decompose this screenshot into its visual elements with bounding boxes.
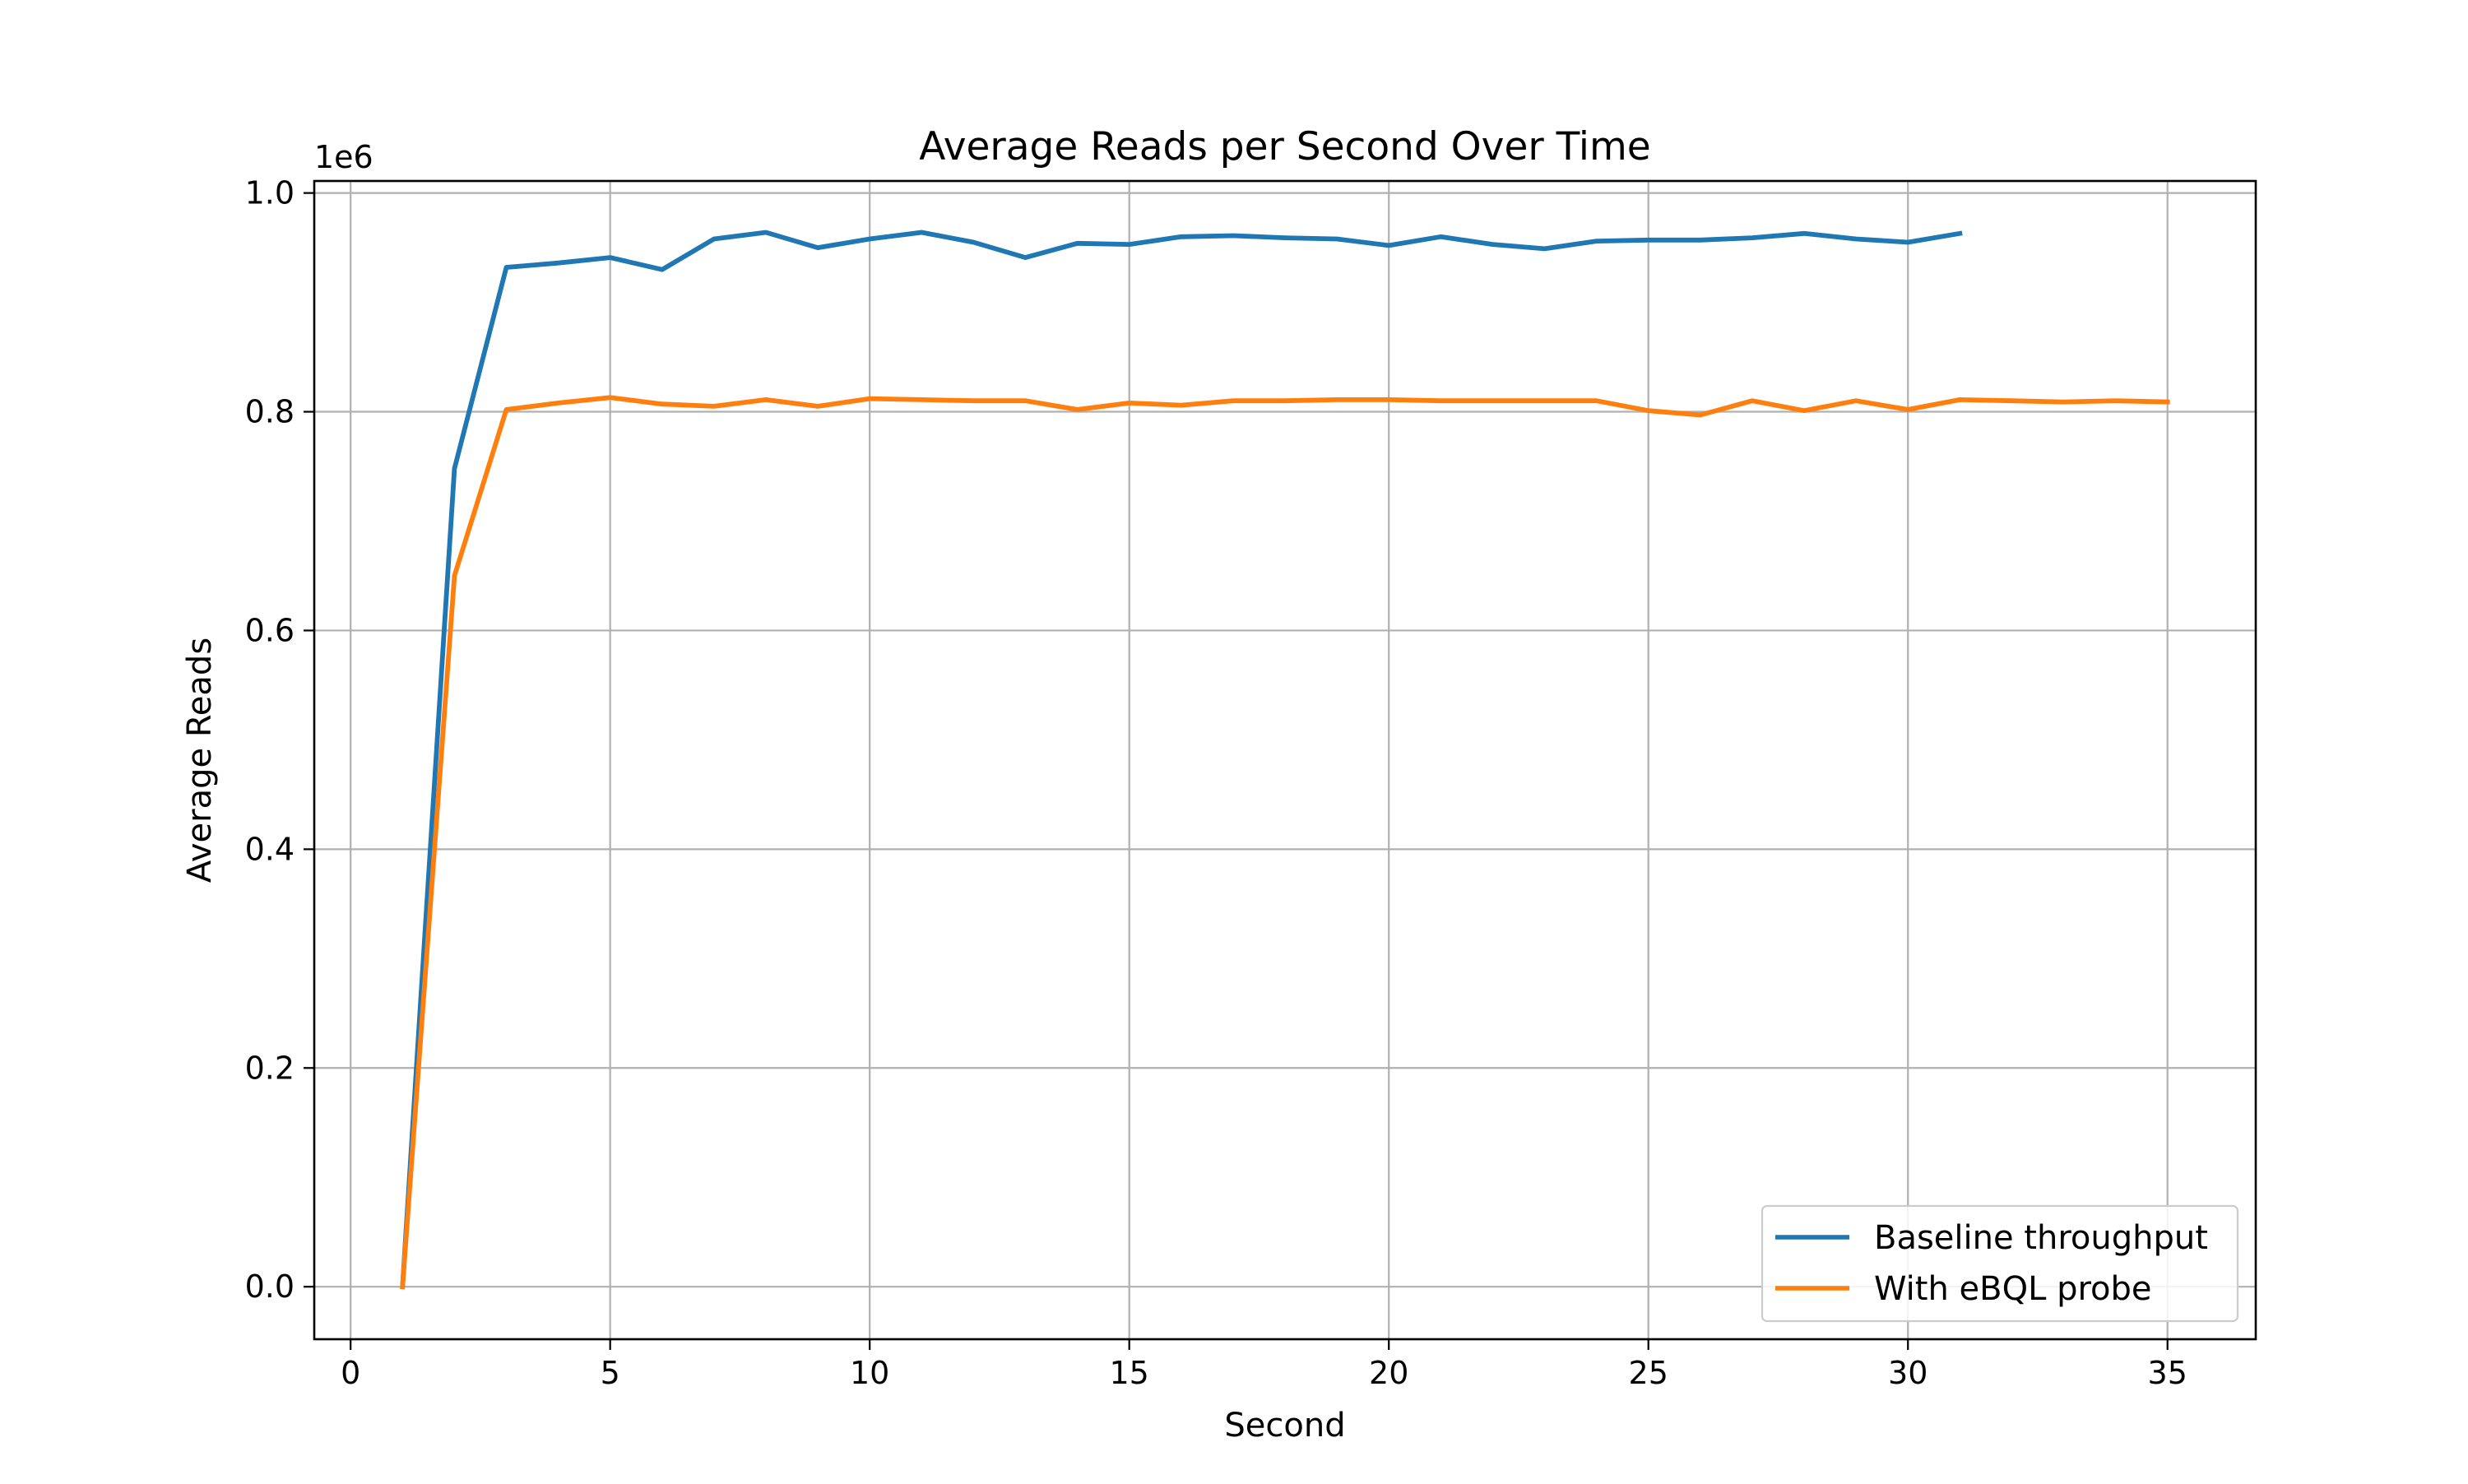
x-tick-label: 0 xyxy=(341,1355,360,1391)
chart-title: Average Reads per Second Over Time xyxy=(919,124,1650,169)
x-axis-label: Second xyxy=(1224,1407,1345,1445)
y-tick-label: 0.2 xyxy=(245,1050,295,1086)
y-tick-label: 0.0 xyxy=(245,1268,295,1305)
x-tick-label: 20 xyxy=(1369,1355,1408,1391)
x-tick-label: 30 xyxy=(1888,1355,1928,1391)
grid xyxy=(314,181,2256,1339)
legend-box xyxy=(1761,1204,2239,1323)
plot-frame xyxy=(313,179,2257,1341)
x-tick-label: 15 xyxy=(1110,1355,1149,1391)
legend-label-ebql: With eBQL probe xyxy=(1874,1270,2152,1308)
y-axis-label: Average Reads xyxy=(181,638,219,883)
legend-label-baseline: Baseline throughput xyxy=(1874,1219,2208,1257)
x-tick-label: 10 xyxy=(850,1355,889,1391)
series-line-baseline xyxy=(400,230,1963,1290)
y-tick-label: 1.0 xyxy=(245,175,295,211)
y-tick-label: 0.6 xyxy=(245,612,295,648)
y-axis-offset-label: 1e6 xyxy=(314,139,373,175)
y-tick-label: 0.8 xyxy=(245,394,295,430)
y-axis: 0.0 0.2 0.4 0.6 0.8 1.0 xyxy=(245,175,314,1305)
legend: Baseline throughput With eBQL probe xyxy=(1761,1204,2239,1323)
series-line-ebql xyxy=(400,395,2170,1290)
y-tick-label: 0.4 xyxy=(245,831,295,867)
series-lines xyxy=(400,230,2170,1290)
x-tick-label: 25 xyxy=(1629,1355,1668,1391)
x-tick-label: 5 xyxy=(601,1355,620,1391)
x-axis: 0 5 10 15 20 25 30 35 xyxy=(341,1339,2187,1391)
x-tick-label: 35 xyxy=(2148,1355,2187,1391)
